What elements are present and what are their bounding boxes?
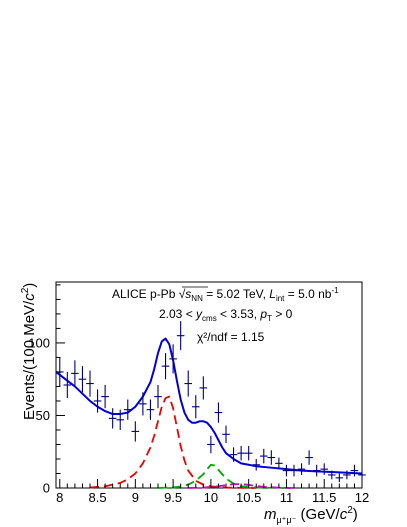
axes: 8 8.5 9 9.5 10 10.5 11 11.5 12 0 50 100 [28,284,369,505]
data-point [176,321,185,351]
curve-1s [89,395,257,489]
x-tick-label: 11 [280,490,294,505]
data-point [101,385,109,409]
data-point [78,366,87,393]
data-point [71,360,79,387]
data-point [86,370,94,397]
x-tick-label: 8.5 [89,490,107,505]
data-point [312,464,321,477]
x-tick-label: 11.5 [312,490,336,505]
data-point [131,421,140,442]
data-point [244,445,253,461]
curve-total-fit [55,337,363,475]
data-point [282,464,291,477]
data-point [237,445,245,461]
data-point [63,371,72,399]
data-point [252,458,260,471]
data-point [146,399,155,420]
data-point [222,425,230,444]
data-point [328,470,336,480]
data-point [184,370,192,397]
info-line-2: 2.03 < ycms < 3.53, pT > 0 [159,307,293,323]
data-point [192,395,200,419]
data-points [56,321,366,483]
info-line-1: ALICE p-Pb √sNN = 5.02 TeV, Lint = 5.0 n… [112,286,339,303]
x-tick-label: 9 [132,490,139,505]
data-point [343,470,351,480]
y-tick-label: 0 [43,481,50,496]
data-point [161,353,170,380]
data-point [260,448,268,464]
data-point [290,464,298,477]
data-point [350,464,359,477]
y-tick-label: 100 [28,335,50,350]
data-point [275,457,283,470]
x-tick-label: 12 [355,490,369,505]
data-point [214,402,223,423]
data-point [139,392,147,416]
data-point [305,450,313,465]
data-point [358,470,366,480]
data-point [229,447,238,462]
info-line-3: χ²/ndf = 1.15 [197,330,265,344]
x-tick-label: 10.5 [236,490,261,505]
data-point [297,463,306,475]
data-point [267,450,276,465]
fit-curves [55,337,363,489]
plot-border [55,281,363,489]
data-point [207,435,215,454]
data-point [320,463,328,475]
x-tick-label: 8 [56,490,63,505]
curve-2s [157,463,295,489]
data-point [199,376,208,400]
x-tick-label: 10 [204,490,218,505]
info-box: ALICE p-Pb √sNN = 5.02 TeV, Lint = 5.0 n… [112,286,339,344]
data-point [108,408,117,429]
data-point [335,473,344,483]
data-point [93,389,102,413]
x-axis-title: mμ⁺μ⁻ (GeV/c2) [264,505,358,525]
y-axis-title: Events/(100 MeV/c2) [20,283,38,420]
y-tick-label: 50 [36,408,50,423]
x-tick-label: 9.5 [164,490,182,505]
plot-frame [55,281,363,489]
data-point [169,344,177,374]
data-point [154,385,162,409]
data-point [116,409,124,430]
data-point [124,399,132,420]
